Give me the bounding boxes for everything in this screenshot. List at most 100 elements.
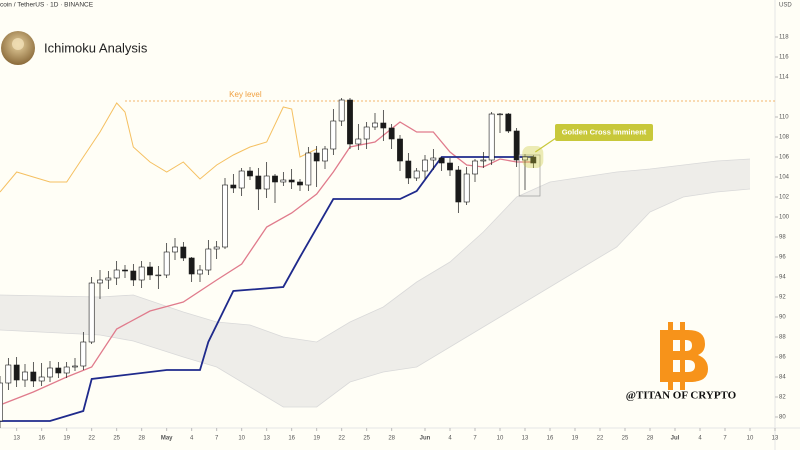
candle-body	[497, 113, 503, 116]
candle-body	[130, 270, 137, 281]
candle-body	[222, 184, 228, 248]
x-tick-label: 13	[522, 436, 529, 442]
candle-body	[522, 156, 528, 161]
candle-body	[338, 99, 345, 122]
cloud-span-a	[0, 158, 751, 343]
indicator-line	[0, 102, 317, 193]
x-tick-label: May	[161, 436, 173, 442]
candle-body	[263, 175, 270, 190]
x-tick-label: 19	[63, 436, 70, 442]
x-tick-label: 22	[88, 436, 95, 442]
candle-body	[47, 367, 53, 378]
candle-body	[422, 159, 428, 172]
y-tick-label: 90	[779, 315, 786, 321]
candle-body	[172, 246, 178, 253]
candle-body	[113, 269, 120, 279]
candle-body	[38, 376, 45, 382]
watermark: @TITAN OF CRYPTO	[626, 390, 737, 402]
candle-body	[455, 169, 462, 203]
candle-body	[147, 266, 153, 276]
x-tick-label: 25	[622, 436, 629, 442]
candle-body	[88, 282, 95, 343]
candle-body	[397, 138, 403, 162]
cloud-span-b	[0, 188, 751, 408]
candle-body	[105, 277, 112, 281]
candle-body	[405, 160, 412, 179]
y-tick-label: 82	[779, 395, 786, 401]
candle-body	[122, 269, 128, 272]
candle-body	[363, 126, 370, 140]
candle-body	[188, 257, 195, 275]
x-tick-label: 4	[190, 436, 194, 442]
candle-body	[472, 160, 478, 175]
highlight-box	[518, 154, 541, 197]
x-tick-label: 13	[13, 436, 20, 442]
candle-body	[72, 365, 78, 368]
x-tick-label: 10	[238, 436, 245, 442]
candle-body	[513, 130, 520, 161]
candle-body	[5, 364, 12, 384]
x-tick-label: 22	[338, 436, 345, 442]
x-tick-label: 16	[288, 436, 295, 442]
y-tick-label: 94	[779, 275, 786, 281]
y-tick-label: 104	[779, 175, 790, 181]
y-tick-label: 100	[779, 215, 790, 221]
x-tick-label: 16	[547, 436, 554, 442]
candle-body	[97, 279, 103, 284]
candle-body	[480, 159, 487, 162]
y-tick-label: 92	[779, 295, 786, 301]
candle-body	[413, 170, 420, 179]
highlight-circle	[522, 146, 544, 168]
candle-body	[313, 152, 320, 162]
candle-body	[238, 170, 245, 189]
x-tick-label: Jun	[420, 436, 431, 442]
symbol-info: coin / TetherUS · 1D · BINANCE	[0, 2, 94, 9]
x-tick-label: 7	[215, 436, 219, 442]
y-tick-label: 86	[779, 355, 786, 361]
x-tick-label: 28	[388, 436, 395, 442]
x-tick-label: 10	[747, 436, 754, 442]
candle-body	[155, 274, 162, 277]
x-tick-label: 25	[363, 436, 370, 442]
candle-body	[447, 162, 453, 171]
candle-body	[297, 181, 303, 186]
candle-body	[0, 382, 3, 422]
candle-body	[213, 246, 220, 250]
y-tick-label: 88	[779, 335, 786, 341]
candle-body	[530, 156, 537, 164]
x-tick-label: 4	[448, 436, 452, 442]
candle-body	[205, 248, 212, 271]
callout-box	[555, 124, 653, 141]
candle-body	[388, 127, 395, 140]
x-tick-label: 10	[497, 436, 504, 442]
candle-body	[197, 269, 203, 275]
candle-body	[463, 173, 470, 203]
candle-body	[372, 122, 378, 128]
y-tick-label: 96	[779, 255, 786, 261]
candle-body	[13, 364, 20, 381]
x-tick-label: Jul	[671, 436, 680, 442]
y-tick-label: 80	[779, 415, 786, 421]
x-tick-label: 7	[473, 436, 477, 442]
overlay: Key level Golden Cross Imminent @TITAN OF …	[229, 90, 737, 401]
key-level-label: Key level	[229, 90, 262, 99]
indicator-line	[0, 121, 534, 406]
candle-body	[22, 371, 28, 381]
avatar-face	[12, 38, 24, 50]
y-tick-label: 114	[779, 75, 789, 81]
y-tick-label: 106	[779, 155, 790, 161]
y-tick-label: 98	[779, 235, 786, 241]
y-tick-label: 108	[779, 135, 790, 141]
x-tick-label: 16	[38, 436, 45, 442]
x-tick-label: 25	[113, 436, 120, 442]
ichimoku-cloud	[0, 159, 750, 407]
candle-body	[488, 113, 495, 161]
candle-body	[430, 157, 437, 161]
candle-body	[347, 99, 353, 145]
candle-body	[355, 138, 362, 145]
candle-body	[138, 266, 145, 281]
x-tick-label: 28	[138, 436, 145, 442]
currency-label: USD	[779, 3, 792, 9]
